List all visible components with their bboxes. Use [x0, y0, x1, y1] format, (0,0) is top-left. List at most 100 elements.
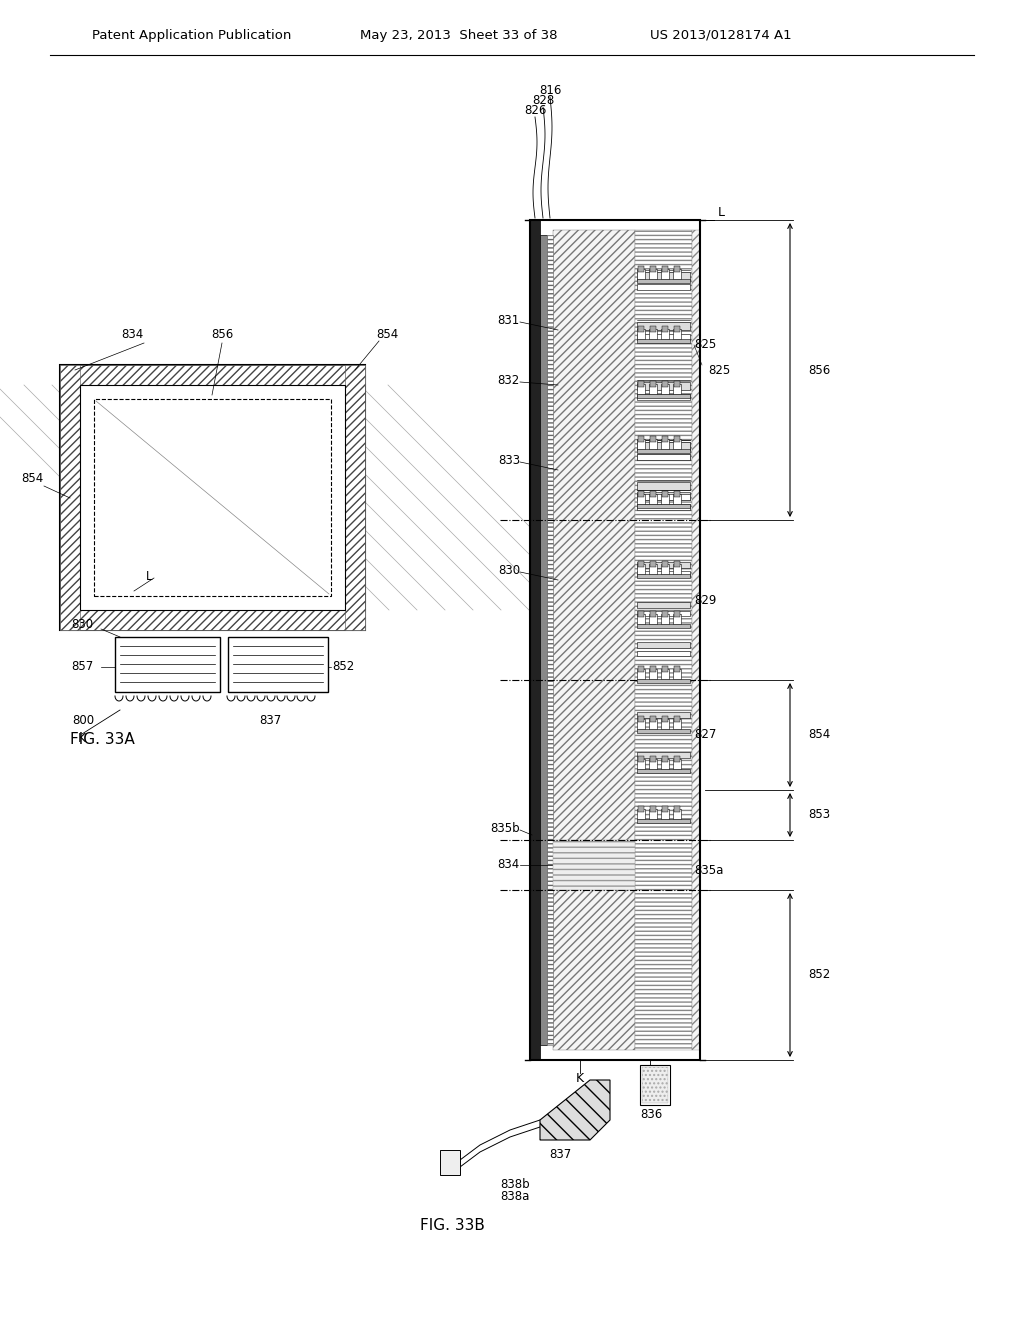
Bar — [637, 449, 690, 453]
Bar — [649, 614, 657, 624]
Bar — [60, 366, 365, 630]
Bar — [635, 230, 692, 1049]
Bar — [673, 564, 681, 574]
Bar — [345, 366, 365, 630]
Bar — [638, 381, 644, 387]
Bar — [638, 756, 644, 762]
Text: 853: 853 — [808, 808, 830, 821]
Bar — [637, 393, 690, 399]
Bar — [637, 269, 645, 279]
Bar — [662, 384, 669, 393]
Text: 832: 832 — [498, 374, 520, 387]
Bar — [637, 729, 690, 733]
Bar — [662, 267, 668, 272]
Bar — [637, 440, 645, 449]
Text: 825: 825 — [694, 338, 716, 351]
Bar — [662, 614, 669, 624]
Bar — [662, 269, 669, 279]
Bar — [637, 322, 690, 330]
Bar — [673, 384, 681, 393]
Bar — [637, 562, 690, 568]
Bar — [662, 669, 669, 678]
Bar — [94, 399, 331, 597]
Bar — [649, 669, 657, 678]
Bar — [642, 1067, 668, 1104]
Bar — [649, 440, 657, 449]
Bar — [662, 561, 668, 568]
Bar — [649, 329, 657, 339]
Text: L: L — [145, 569, 153, 582]
Bar — [60, 366, 365, 385]
Text: Patent Application Publication: Patent Application Publication — [92, 29, 292, 41]
Bar — [637, 752, 690, 758]
Bar — [662, 611, 668, 616]
Bar — [638, 491, 644, 498]
Bar — [637, 384, 645, 393]
Text: 852: 852 — [332, 660, 354, 673]
Bar — [637, 572, 690, 576]
Bar — [662, 807, 668, 812]
Bar — [637, 494, 645, 504]
Text: 829: 829 — [694, 594, 717, 606]
Bar — [637, 809, 645, 818]
Bar — [442, 1152, 458, 1173]
Text: 825: 825 — [708, 363, 730, 376]
Bar — [674, 561, 680, 568]
Bar — [637, 442, 690, 450]
Bar — [637, 614, 645, 624]
Text: May 23, 2013  Sheet 33 of 38: May 23, 2013 Sheet 33 of 38 — [360, 29, 557, 41]
Bar — [649, 809, 657, 818]
Bar — [637, 602, 690, 609]
Bar — [673, 759, 681, 770]
Text: 834: 834 — [498, 858, 520, 871]
Text: FIG. 33B: FIG. 33B — [420, 1217, 485, 1233]
Bar — [637, 339, 690, 343]
Text: 856: 856 — [211, 329, 233, 342]
Bar — [637, 442, 690, 450]
Text: 816: 816 — [539, 83, 561, 96]
Text: 827: 827 — [694, 729, 717, 742]
Text: 852: 852 — [808, 969, 830, 982]
Bar — [553, 840, 635, 890]
Bar — [662, 756, 668, 762]
Text: 834: 834 — [121, 329, 143, 342]
Text: 835a: 835a — [694, 863, 723, 876]
Bar — [440, 1150, 460, 1175]
Text: 830: 830 — [71, 619, 93, 631]
Bar — [640, 1065, 670, 1105]
Text: 856: 856 — [808, 363, 830, 376]
Bar — [649, 564, 657, 574]
Bar — [638, 326, 644, 333]
Polygon shape — [540, 1080, 610, 1140]
Bar — [637, 504, 690, 510]
Bar — [637, 381, 690, 389]
Bar — [637, 492, 690, 500]
Text: 838a: 838a — [501, 1191, 529, 1204]
Bar — [649, 269, 657, 279]
Bar — [637, 482, 690, 490]
Bar — [692, 230, 700, 1049]
Bar — [673, 269, 681, 279]
Bar — [637, 651, 690, 656]
Bar — [673, 329, 681, 339]
Bar — [637, 642, 690, 648]
Text: 830: 830 — [498, 564, 520, 577]
Bar — [650, 436, 656, 442]
Bar — [673, 809, 681, 818]
Bar — [650, 267, 656, 272]
Bar — [553, 230, 635, 1049]
Text: 837: 837 — [259, 714, 282, 726]
Bar — [650, 611, 656, 616]
Bar — [637, 574, 690, 578]
Bar — [673, 494, 681, 504]
Bar — [637, 284, 690, 290]
Bar — [674, 491, 680, 498]
Text: 826: 826 — [524, 103, 546, 116]
Bar — [637, 719, 645, 729]
Bar — [662, 719, 669, 729]
Bar — [638, 611, 644, 616]
Bar — [637, 770, 690, 774]
Bar — [115, 638, 220, 692]
Bar — [650, 561, 656, 568]
Text: US 2013/0128174 A1: US 2013/0128174 A1 — [650, 29, 792, 41]
